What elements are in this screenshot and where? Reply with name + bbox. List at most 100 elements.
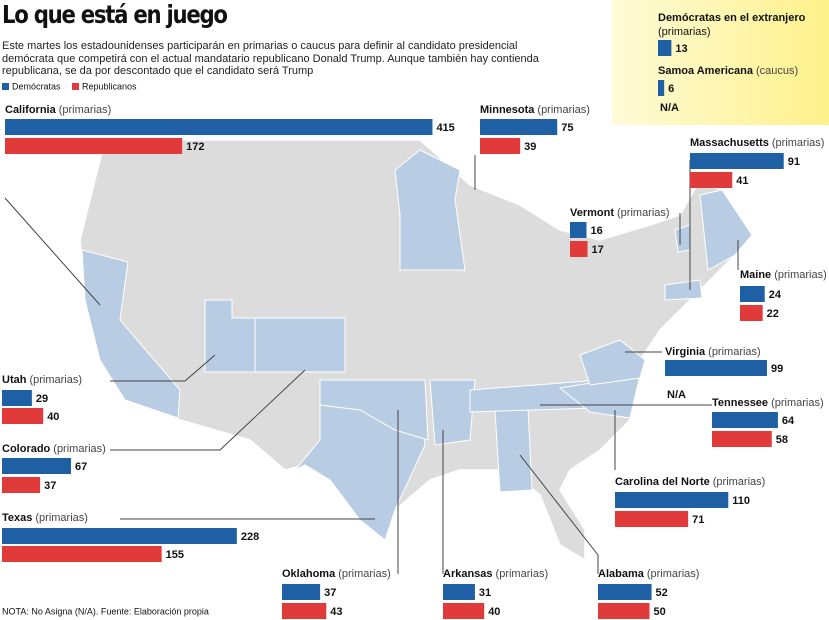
state-label: Minnesota (primarias) [480, 104, 590, 116]
state-note: (primarias) [35, 512, 88, 524]
value-label: 16 [590, 225, 602, 237]
state-note: (primarias) [496, 568, 549, 580]
value-label: 17 [592, 244, 604, 256]
state-label: Alabama (primarias) [598, 568, 699, 580]
value-label: 58 [776, 434, 788, 446]
bar [598, 603, 650, 619]
value-label: N/A [660, 102, 679, 114]
value-label: N/A [667, 389, 686, 401]
state-note: (primarias) [338, 568, 391, 580]
state-label: Tennessee (primarias) [712, 397, 824, 409]
value-label: 37 [44, 480, 56, 492]
state-label: Massachusetts (primarias) [690, 137, 824, 149]
state-note: (primarias) [617, 207, 670, 219]
state-note: (primarias) [537, 104, 590, 116]
value-label: 37 [324, 587, 336, 599]
value-label: 71 [692, 514, 704, 526]
state-label: Colorado (primarias) [2, 443, 106, 455]
state-label: Carolina del Norte (primarias) [615, 476, 765, 488]
bar [598, 584, 652, 600]
state-name: Tennessee [712, 397, 768, 409]
state-label: Samoa Americana (caucus) [658, 65, 798, 77]
bar [2, 458, 72, 474]
bar [570, 222, 587, 238]
value-label: 110 [732, 495, 750, 507]
state-note: (caucus) [756, 65, 798, 77]
subtitle: Este martes los estadounidenses particip… [2, 40, 539, 77]
bar [2, 528, 237, 544]
value-label: 228 [241, 531, 259, 543]
bar [740, 286, 765, 302]
territory-name: Demócratas en el extranjero [658, 12, 806, 24]
bar [658, 40, 672, 56]
bar [282, 584, 321, 600]
title: Lo que está en juego [2, 0, 228, 29]
state-name: Carolina del Norte [615, 476, 710, 488]
bar [665, 360, 767, 376]
value-label: 67 [75, 461, 87, 473]
bar [690, 172, 733, 188]
value-label: 31 [479, 587, 491, 599]
bar [615, 492, 729, 508]
bar [2, 390, 32, 406]
territories-box [612, 0, 829, 125]
footnote: NOTA: No Asigna (N/A). Fuente: Elaboraci… [2, 606, 209, 616]
state-note: (primarias) [29, 374, 82, 386]
value-label: 99 [771, 363, 783, 375]
bar [480, 138, 521, 154]
bar [480, 119, 558, 135]
legend-label: Demócratas [12, 81, 61, 91]
state-name: Arkansas [443, 568, 493, 580]
bar [615, 511, 689, 527]
value-label: 155 [166, 549, 184, 561]
state-note: (primarias) [774, 269, 827, 281]
state-name: Utah [2, 374, 27, 386]
state-note: (primarias) [59, 104, 112, 116]
bar [712, 431, 772, 447]
value-label: 39 [524, 141, 536, 153]
state-name: Minnesota [480, 104, 535, 116]
bar [690, 153, 784, 169]
legend-swatch [72, 83, 79, 90]
bar [282, 603, 327, 619]
state-note: (primarias) [772, 137, 825, 149]
state-label: California (primarias) [5, 104, 111, 116]
value-label: 29 [36, 393, 48, 405]
value-label: 75 [561, 122, 573, 134]
value-label: 41 [736, 175, 748, 187]
bar [5, 119, 433, 135]
state-note: (primarias) [771, 397, 824, 409]
state-name: Maine [740, 269, 771, 281]
state-name: Samoa Americana [658, 65, 754, 77]
leader-lines [4, 155, 739, 574]
value-label: 22 [767, 308, 779, 320]
state-label: Texas (primarias) [2, 512, 88, 524]
state-note: (primarias) [713, 476, 766, 488]
state-name: Oklahoma [282, 568, 336, 580]
bar [2, 477, 41, 493]
value-label: 172 [186, 141, 204, 153]
legend-label: Republicanos [82, 81, 137, 91]
value-label: 43 [330, 606, 342, 618]
bar [712, 412, 778, 428]
state-name: Virginia [665, 346, 706, 358]
bar [5, 138, 183, 154]
state-name: Texas [2, 512, 32, 524]
state-label: Oklahoma (primarias) [282, 568, 391, 580]
state-name: California [5, 104, 57, 116]
state-name: Alabama [598, 568, 645, 580]
bar [570, 241, 588, 257]
legend-swatch [2, 83, 9, 90]
value-label: 52 [656, 587, 668, 599]
value-label: 91 [788, 156, 800, 168]
value-label: 24 [769, 289, 782, 301]
value-label: 13 [675, 43, 687, 55]
value-label: 415 [436, 122, 454, 134]
state-note: (primarias) [53, 443, 106, 455]
state-label: Virginia (primarias) [665, 346, 761, 358]
value-label: 50 [654, 606, 666, 618]
state-name: Colorado [2, 443, 51, 455]
value-label: 6 [668, 83, 674, 95]
